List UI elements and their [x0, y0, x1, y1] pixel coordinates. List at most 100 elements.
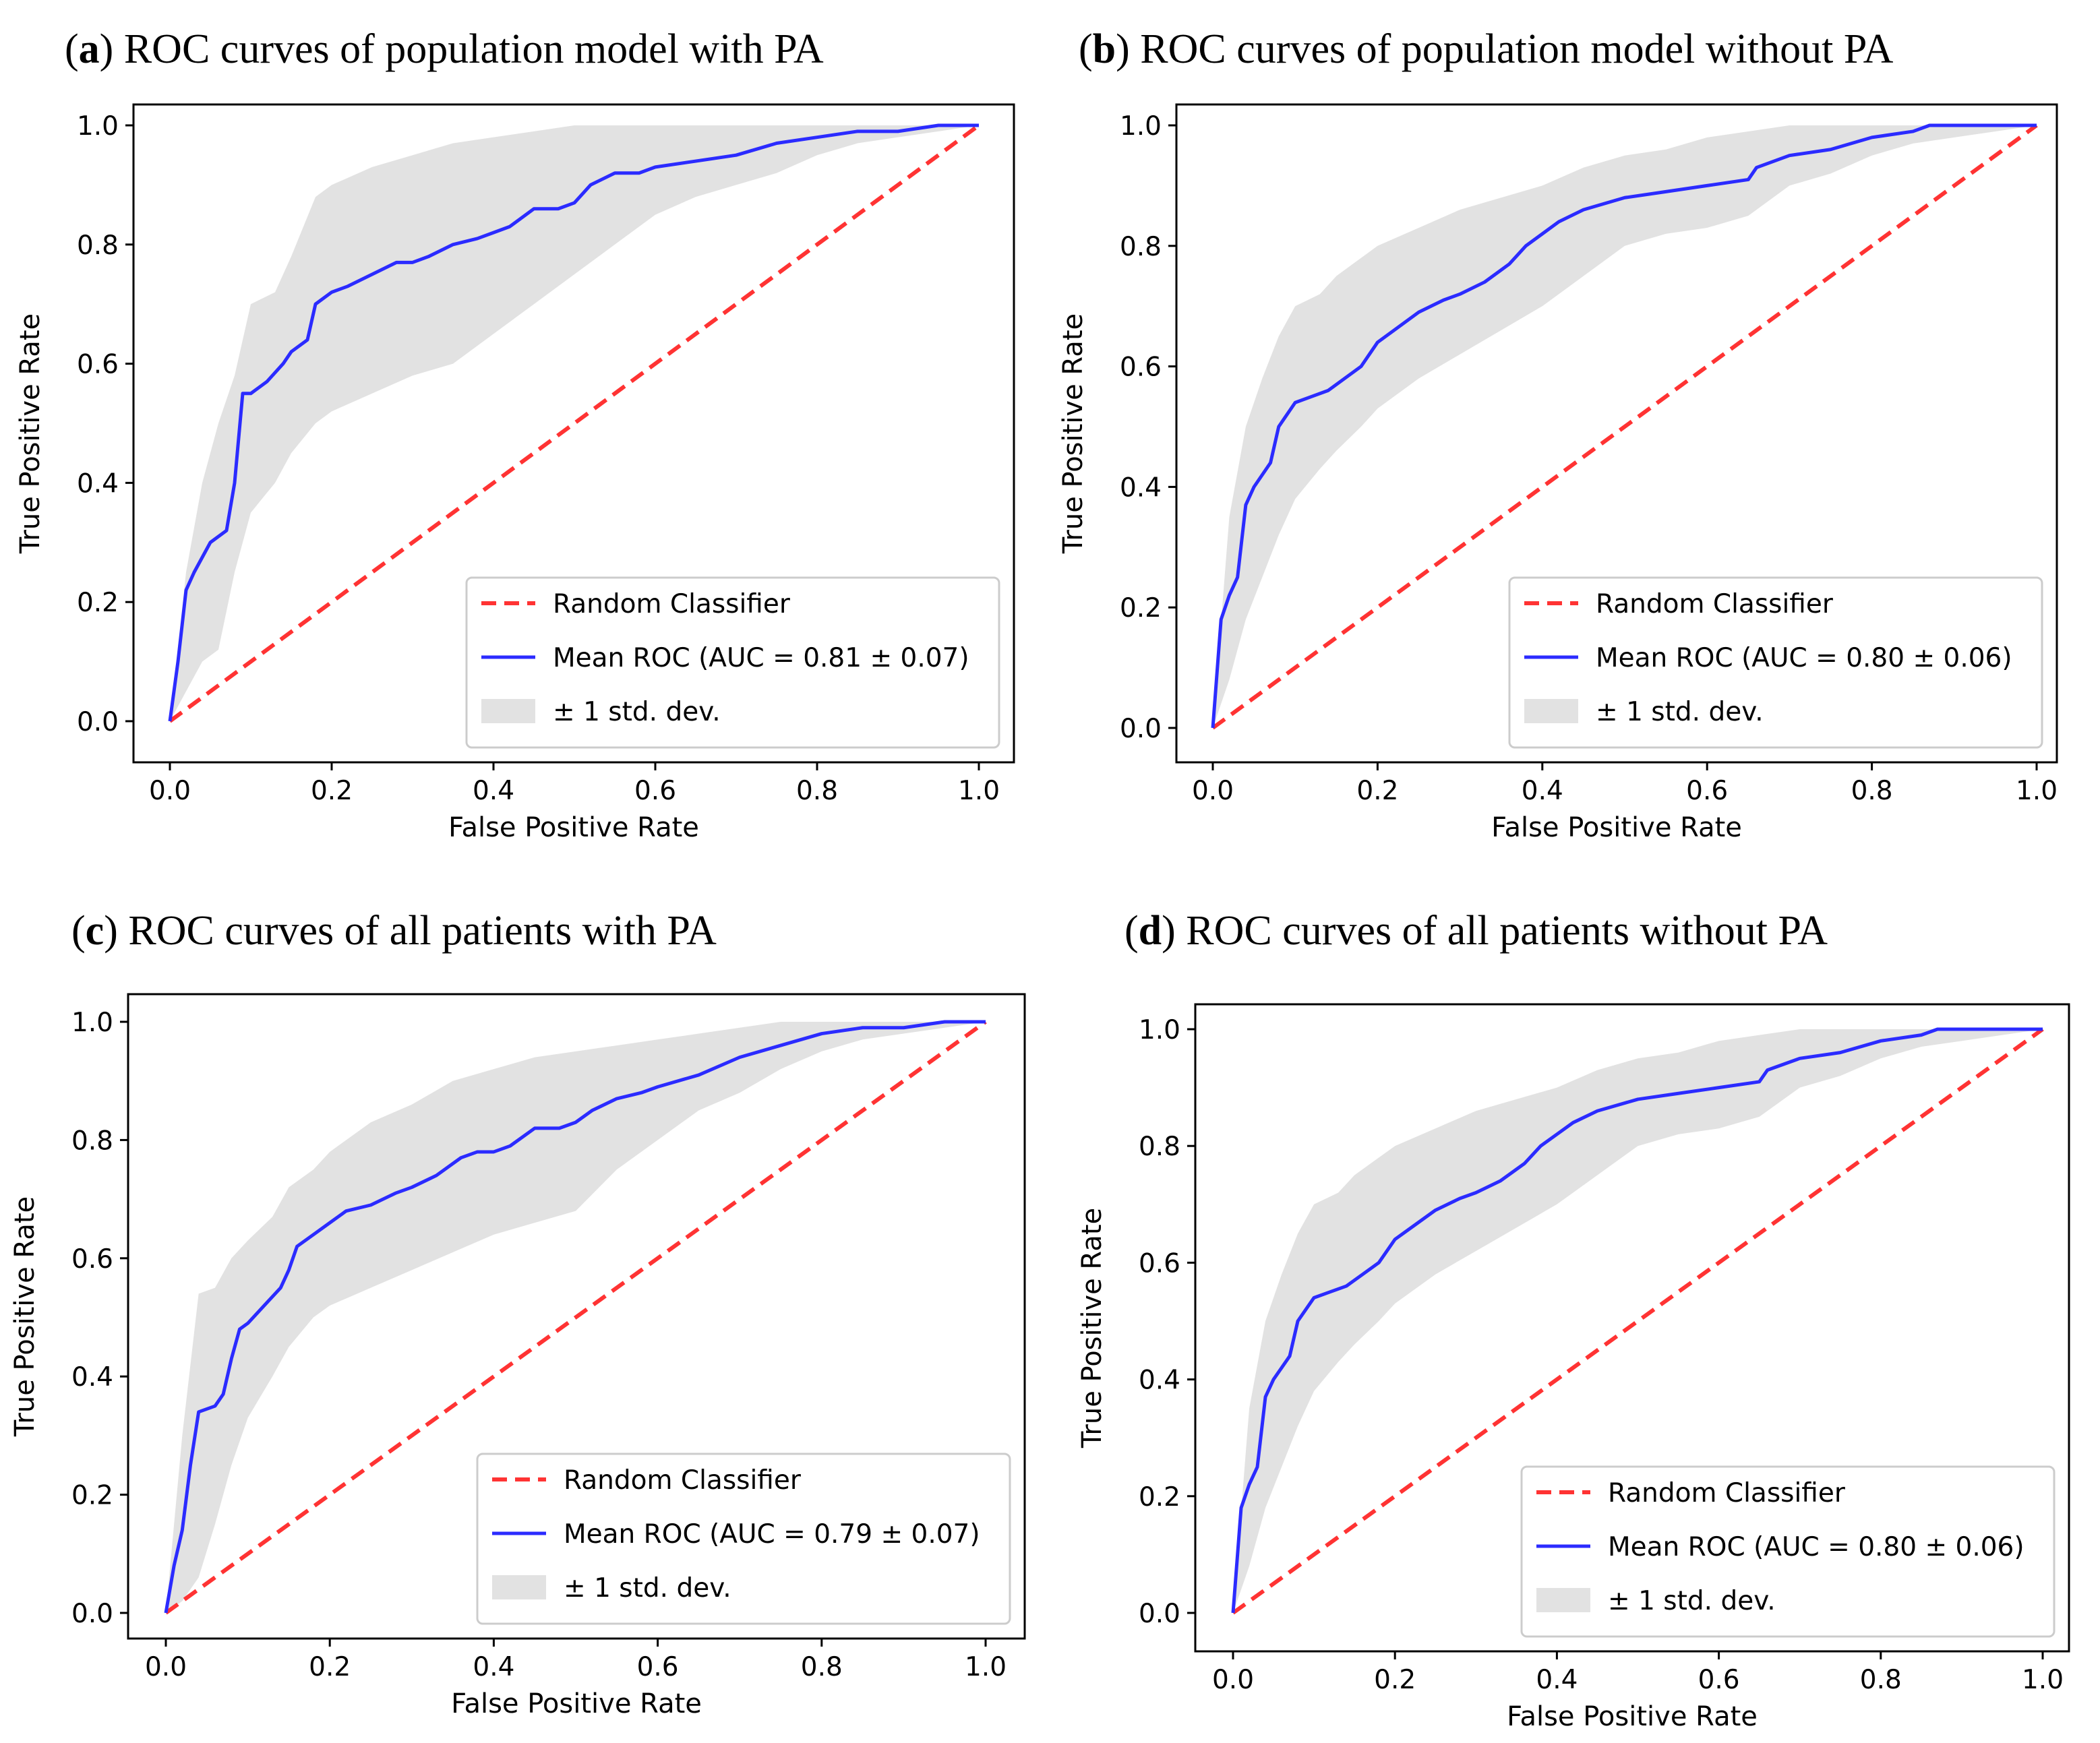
x-tick-label: 0.0	[145, 1652, 187, 1682]
y-tick-label: 1.0	[77, 111, 119, 142]
mean-roc-line	[1211, 123, 2037, 729]
random-classifier-line	[1232, 1027, 2044, 1615]
panel-c-letter: c	[85, 908, 104, 954]
legend-band-swatch	[1524, 699, 1578, 723]
panel-a-title: (a) ROC curves of population model with …	[65, 26, 824, 72]
x-axis-label: False Positive Rate	[1491, 812, 1742, 843]
mean-roc-line	[164, 1020, 986, 1614]
panel-a-letter: a	[78, 26, 100, 72]
legend-band-swatch	[481, 699, 535, 723]
y-tick-label: 0.0	[71, 1599, 113, 1629]
panel-b-letter: b	[1092, 26, 1116, 72]
legend-random-label: Random Classifier	[553, 589, 791, 619]
y-tick-label: 1.0	[1120, 111, 1162, 142]
x-tick-label: 0.4	[1522, 776, 1563, 806]
x-tick-label: 1.0	[965, 1652, 1007, 1682]
random-classifier-line	[169, 123, 980, 723]
y-tick-label: 0.6	[1120, 353, 1162, 383]
y-tick-label: 1.0	[71, 1008, 113, 1038]
x-axis-label: False Positive Rate	[1507, 1701, 1758, 1732]
y-tick-label: 1.0	[1139, 1015, 1180, 1045]
random-classifier-line	[1211, 123, 2038, 730]
random-classifier-line	[164, 1020, 987, 1615]
panel-a-title-text: ROC curves of population model with PA	[123, 26, 824, 72]
legend-band-swatch	[1536, 1588, 1590, 1612]
x-tick-label: 0.4	[473, 776, 514, 806]
y-tick-label: 0.4	[1120, 472, 1162, 503]
panel-b-title-text: ROC curves of population model without P…	[1140, 26, 1894, 72]
x-tick-label: 0.6	[634, 776, 676, 806]
x-axis-label: False Positive Rate	[448, 812, 699, 843]
x-tick-label: 0.8	[1860, 1665, 1902, 1695]
x-tick-label: 0.2	[309, 1652, 351, 1682]
y-tick-label: 0.0	[1139, 1599, 1180, 1629]
std-dev-band	[1213, 125, 2037, 728]
legend-band-swatch	[492, 1575, 546, 1599]
x-tick-label: 0.6	[637, 1652, 679, 1682]
plot-frame	[1194, 1003, 2070, 1653]
y-tick-label: 0.6	[71, 1244, 113, 1275]
panel-c-title: (c) ROC curves of all patients with PA	[71, 908, 717, 954]
y-tick-label: 0.6	[1139, 1248, 1180, 1279]
legend-box	[476, 1452, 1011, 1625]
mean-roc-line	[168, 123, 979, 722]
y-tick-label: 0.4	[77, 468, 119, 499]
legend-box	[1508, 576, 2043, 749]
std-dev-band	[1233, 1029, 2043, 1613]
legend-box	[1520, 1465, 2056, 1638]
y-tick-label: 0.2	[71, 1481, 113, 1511]
x-tick-label: 0.8	[796, 776, 838, 806]
y-tick-label: 0.2	[77, 588, 119, 618]
legend-mean-label: Mean ROC (AUC = 0.80 ± 0.06)	[1596, 643, 2012, 673]
legend-box	[465, 576, 1000, 749]
y-tick-label: 0.8	[1120, 232, 1162, 262]
legend-band-label: ± 1 std. dev.	[1596, 697, 1764, 727]
legend-random-label: Random Classifier	[564, 1465, 802, 1496]
y-tick-label: 0.8	[77, 231, 119, 261]
x-tick-label: 0.0	[1192, 776, 1234, 806]
y-tick-label: 0.4	[1139, 1366, 1180, 1396]
x-tick-label: 1.0	[958, 776, 1000, 806]
panel-d-title-text: ROC curves of all patients without PA	[1186, 908, 1828, 954]
y-tick-label: 0.8	[1139, 1132, 1180, 1162]
x-tick-label: 1.0	[2022, 1665, 2064, 1695]
legend-random-label: Random Classifier	[1596, 589, 1834, 619]
legend-band-label: ± 1 std. dev.	[1608, 1586, 1776, 1616]
panel-c-title-text: ROC curves of all patients with PA	[128, 908, 717, 954]
x-tick-label: 0.2	[311, 776, 353, 806]
x-tick-label: 0.6	[1686, 776, 1728, 806]
y-tick-label: 0.4	[71, 1362, 113, 1393]
x-tick-label: 0.6	[1698, 1665, 1740, 1695]
x-tick-label: 0.0	[149, 776, 191, 806]
std-dev-band	[166, 1022, 986, 1613]
x-tick-label: 0.4	[473, 1652, 514, 1682]
panel-b-title: (b) ROC curves of population model witho…	[1079, 26, 1894, 72]
x-tick-label: 1.0	[2016, 776, 2058, 806]
y-axis-label: True Positive Rate	[1058, 313, 1089, 554]
legend-band-label: ± 1 std. dev.	[553, 697, 721, 727]
y-axis-label: True Positive Rate	[15, 313, 46, 554]
y-tick-label: 0.2	[1139, 1482, 1180, 1512]
mean-roc-line	[1231, 1027, 2043, 1614]
plot-frame	[127, 993, 1026, 1640]
x-tick-label: 0.0	[1212, 1665, 1254, 1695]
y-tick-label: 0.0	[1120, 714, 1162, 744]
y-tick-label: 0.6	[77, 350, 119, 380]
y-tick-label: 0.2	[1120, 593, 1162, 623]
y-tick-label: 0.0	[77, 707, 119, 737]
plot-frame	[1175, 103, 2058, 764]
x-tick-label: 0.8	[1851, 776, 1893, 806]
y-axis-label: True Positive Rate	[9, 1196, 40, 1437]
x-tick-label: 0.2	[1374, 1665, 1416, 1695]
legend-random-label: Random Classifier	[1608, 1478, 1846, 1508]
x-tick-label: 0.2	[1356, 776, 1398, 806]
y-tick-label: 0.8	[71, 1126, 113, 1156]
panel-d-letter: d	[1138, 908, 1162, 954]
x-tick-label: 0.4	[1536, 1665, 1578, 1695]
x-axis-label: False Positive Rate	[451, 1688, 702, 1719]
y-axis-label: True Positive Rate	[1077, 1208, 1108, 1448]
